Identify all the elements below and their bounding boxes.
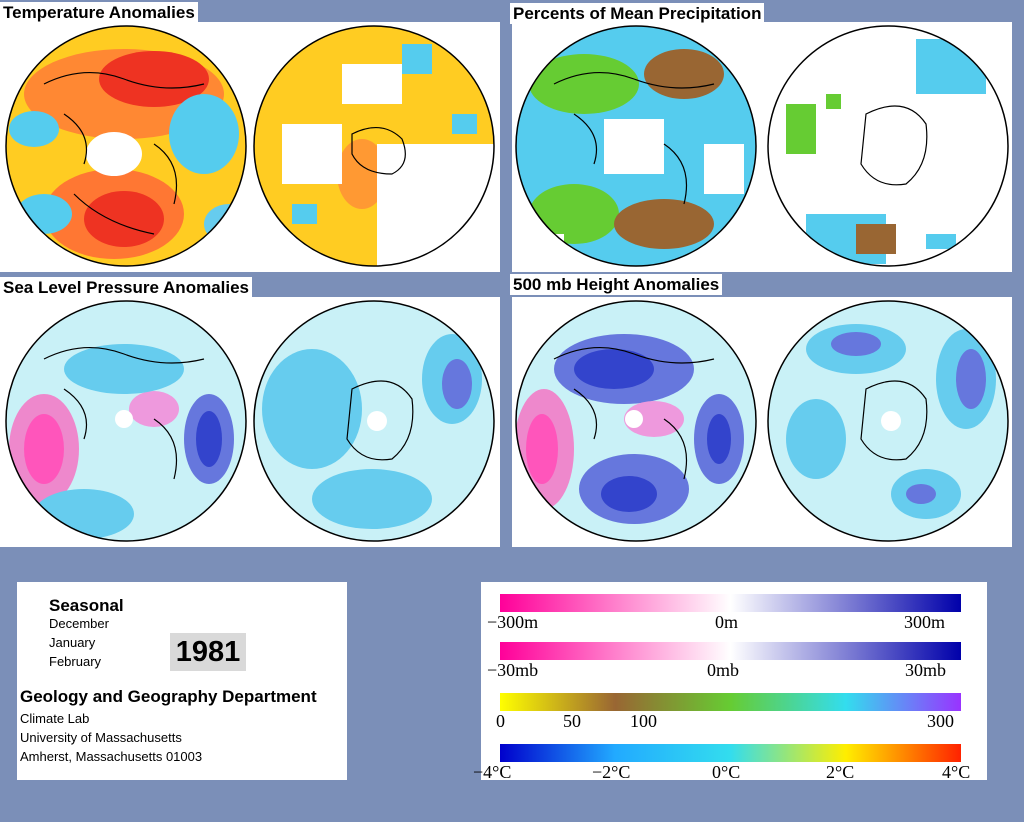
sea-level-pressure-panel [0, 297, 500, 547]
height-sh-globe [766, 299, 1010, 543]
height-legend-label: 0m [715, 612, 739, 632]
temperature-nh-globe [4, 24, 248, 268]
pressure-nh-globe [4, 299, 248, 543]
temperature-legend-label: −4°C [473, 762, 512, 782]
department-name: Geology and Geography Department [20, 687, 317, 706]
month-label: February [49, 654, 102, 669]
height-500mb-panel [512, 297, 1012, 547]
color-legend: −300m 0m 300m −30mb 0mb 30mb 0 50 100 30… [473, 582, 987, 782]
lab-name: Climate Lab [20, 711, 90, 726]
sea-level-pressure-panel-title: Sea Level Pressure Anomalies [0, 277, 253, 298]
height-500mb-panel-title: 500 mb Height Anomalies [510, 274, 723, 295]
address: Amherst, Massachusetts 01003 [20, 749, 203, 764]
pressure-legend-label: 0mb [707, 660, 740, 680]
height-nh-globe [514, 299, 758, 543]
university-name: University of Massachusetts [20, 730, 182, 745]
height-legend-label: −300m [487, 612, 539, 632]
precipitation-panel [512, 22, 1012, 272]
height-legend-bar [500, 594, 961, 612]
pressure-legend-label: −30mb [487, 660, 539, 680]
year-badge: 1981 [170, 633, 246, 671]
info-box: Seasonal December January February 1981 … [17, 582, 347, 780]
month-label: January [49, 635, 96, 650]
precipitation-nh-globe [514, 24, 758, 268]
temperature-panel [0, 22, 500, 272]
precipitation-legend-label: 100 [630, 711, 657, 731]
month-label: December [49, 616, 109, 631]
pressure-sh-globe [252, 299, 496, 543]
precipitation-legend-label: 300 [927, 711, 954, 731]
precipitation-legend-label: 0 [496, 711, 505, 731]
temperature-legend-label: −2°C [592, 762, 631, 782]
season-label: Seasonal [49, 596, 124, 615]
temperature-sh-globe [252, 24, 496, 268]
precipitation-sh-globe [766, 24, 1010, 268]
precipitation-legend-label: 50 [563, 711, 581, 731]
height-legend-label: 300m [904, 612, 946, 632]
precipitation-panel-title: Percents of Mean Precipitation [510, 3, 765, 24]
temperature-legend-label: 4°C [942, 762, 971, 782]
precipitation-legend-bar [500, 693, 961, 711]
temperature-panel-title: Temperature Anomalies [0, 2, 198, 23]
temperature-legend-label: 2°C [826, 762, 855, 782]
temperature-legend-bar [500, 744, 961, 762]
temperature-legend-label: 0°C [712, 762, 741, 782]
pressure-legend-label: 30mb [905, 660, 947, 680]
pressure-legend-bar [500, 642, 961, 660]
